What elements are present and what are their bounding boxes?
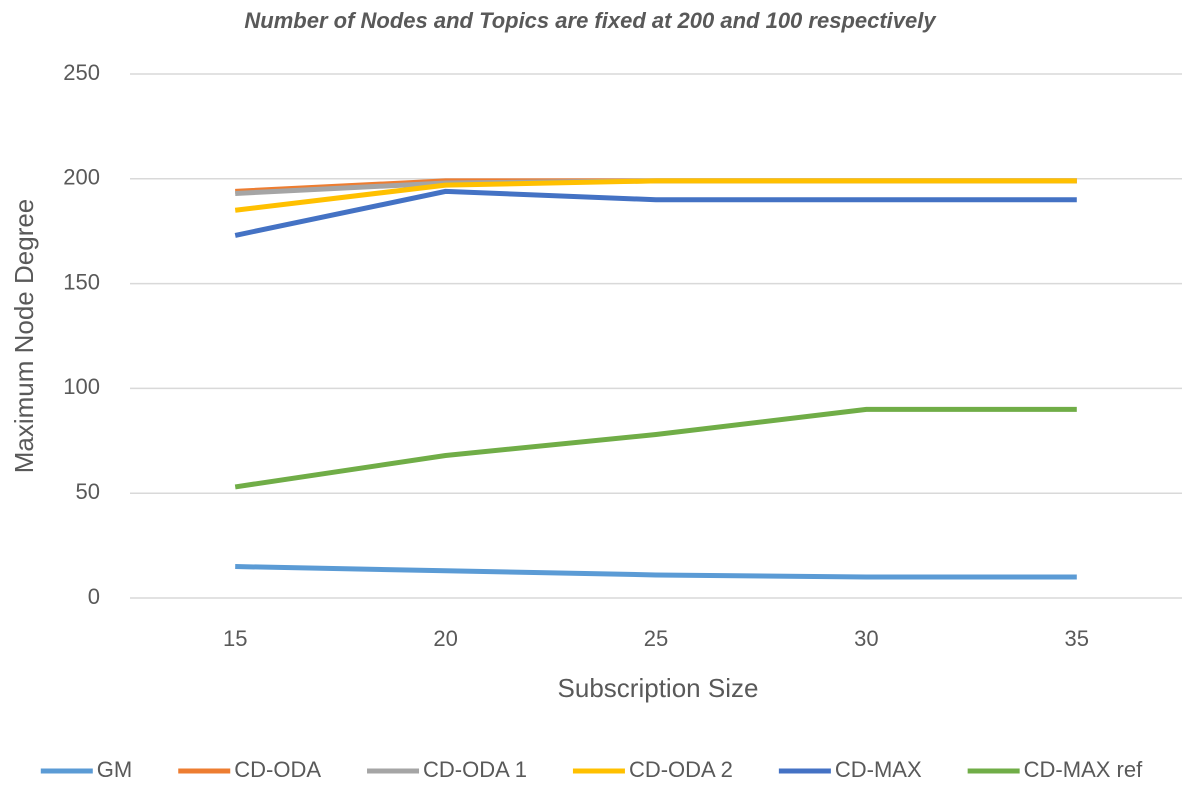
y-tick-label: 250 xyxy=(63,60,100,85)
y-tick-label: 150 xyxy=(63,269,100,294)
legend-label: CD-ODA 1 xyxy=(423,757,527,782)
x-tick-label: 25 xyxy=(644,626,668,651)
x-axis-label: Subscription Size xyxy=(558,673,759,703)
series-line xyxy=(234,178,1077,213)
series-line xyxy=(235,564,1077,580)
y-tick-label: 100 xyxy=(63,374,100,399)
y-axis-label: Maximum Node Degree xyxy=(9,199,39,474)
y-tick-label: 50 xyxy=(76,479,100,504)
chart-title: Number of Nodes and Topics are fixed at … xyxy=(244,8,937,33)
x-tick-label: 20 xyxy=(433,626,457,651)
x-tick-label: 15 xyxy=(223,626,247,651)
series-line xyxy=(234,188,1077,238)
legend-label: CD-MAX xyxy=(835,757,922,782)
series-line xyxy=(234,406,1077,490)
x-tick-label: 30 xyxy=(854,626,878,651)
legend-label: CD-ODA 2 xyxy=(629,757,733,782)
legend-label: CD-MAX ref xyxy=(1024,757,1143,782)
legend-label: GM xyxy=(97,757,132,782)
x-tick-label: 35 xyxy=(1065,626,1089,651)
legend-label: CD-ODA xyxy=(234,757,321,782)
y-tick-label: 200 xyxy=(63,165,100,190)
y-tick-label: 0 xyxy=(88,584,100,609)
